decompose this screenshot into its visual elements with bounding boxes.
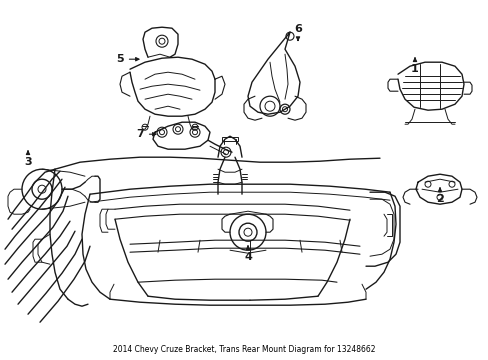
Text: 1: 1 [410, 58, 418, 74]
Text: 4: 4 [244, 246, 251, 262]
Text: 5: 5 [116, 54, 139, 64]
Text: 2: 2 [435, 188, 443, 204]
Text: 2014 Chevy Cruze Bracket, Trans Rear Mount Diagram for 13248662: 2014 Chevy Cruze Bracket, Trans Rear Mou… [113, 345, 375, 354]
Text: 7: 7 [136, 129, 156, 139]
Text: 6: 6 [293, 24, 301, 40]
Text: 3: 3 [24, 151, 32, 167]
